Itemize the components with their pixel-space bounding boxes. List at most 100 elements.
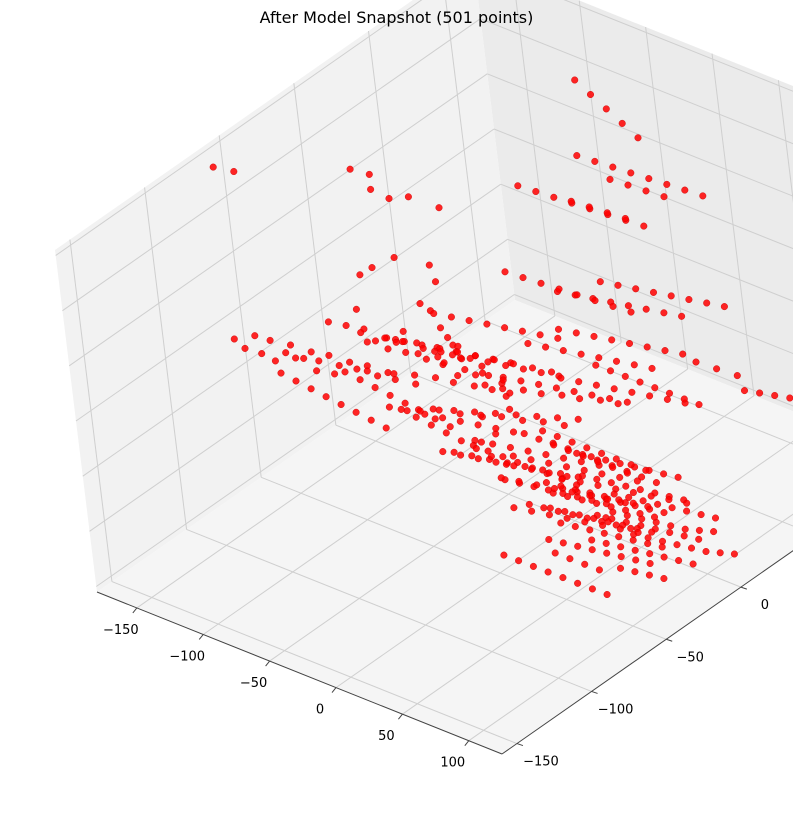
scatter-point	[354, 366, 361, 373]
scatter-point	[417, 408, 424, 415]
scatter-point	[721, 303, 728, 310]
scatter-point	[457, 452, 464, 459]
scatter-point	[267, 337, 274, 344]
scatter-point	[485, 359, 492, 366]
scatter-point	[430, 310, 437, 317]
scatter-point	[500, 453, 507, 460]
scatter-point	[553, 385, 560, 392]
scatter-point	[525, 448, 532, 455]
scatter-point	[308, 349, 315, 356]
scatter-point	[651, 514, 658, 521]
scatter-point	[565, 447, 572, 454]
scatter-point	[498, 413, 505, 420]
scatter-point	[630, 500, 637, 507]
scatter-point	[489, 441, 496, 448]
scatter-point	[519, 417, 526, 424]
scatter-point	[533, 482, 540, 489]
scatter-point	[542, 344, 549, 351]
scatter-point	[557, 470, 564, 477]
scatter-point	[568, 198, 575, 205]
scatter-point	[637, 379, 644, 386]
scatter-point	[625, 302, 632, 309]
scatter-point	[646, 550, 653, 557]
scatter-point	[278, 370, 285, 377]
scatter-point	[641, 223, 648, 230]
scatter-point	[629, 389, 636, 396]
scatter-point	[428, 422, 435, 429]
scatter-point	[475, 422, 482, 429]
scatter-point	[336, 362, 343, 369]
scatter-point	[591, 333, 598, 340]
scatter-point	[382, 335, 389, 342]
y-tick-mark	[666, 639, 672, 641]
scatter-point	[432, 278, 439, 285]
scatter-point	[645, 535, 652, 542]
scatter-point	[632, 547, 639, 554]
scatter-point	[686, 296, 693, 303]
scatter-point	[374, 373, 381, 380]
scatter-point	[603, 550, 610, 557]
scatter-point	[538, 369, 545, 376]
scatter-point	[603, 106, 610, 113]
scatter-point	[436, 407, 443, 414]
scatter-point	[515, 183, 522, 190]
scatter-point	[469, 453, 476, 460]
scatter-point	[543, 451, 550, 458]
scatter-point	[457, 411, 464, 418]
scatter-point	[681, 533, 688, 540]
scatter-point	[372, 338, 379, 345]
scatter-point	[231, 168, 238, 175]
scatter-point	[654, 501, 661, 508]
scatter-point	[405, 194, 412, 201]
scatter-point	[660, 471, 667, 478]
scatter-point	[529, 365, 536, 372]
scatter-point	[569, 439, 576, 446]
scatter-point	[587, 492, 594, 499]
scatter-point	[574, 152, 581, 159]
scatter-point	[357, 376, 364, 383]
scatter-point	[597, 278, 604, 285]
scatter-point	[367, 186, 374, 193]
scatter-point	[210, 164, 217, 171]
scatter-point	[596, 567, 603, 574]
scatter-point	[574, 580, 581, 587]
scatter-point	[682, 526, 689, 533]
scatter-point	[637, 510, 644, 517]
scatter-point	[316, 358, 323, 365]
scatter-point	[415, 350, 422, 357]
scatter-point	[731, 551, 738, 558]
scatter-point	[574, 292, 581, 299]
scatter-point	[543, 479, 550, 486]
scatter-point	[325, 319, 332, 326]
scatter-point	[608, 504, 615, 511]
scatter-point	[734, 372, 741, 379]
scatter-point	[555, 335, 562, 342]
scatter-point	[556, 286, 563, 293]
scatter-point	[437, 325, 444, 332]
scatter-point	[630, 537, 637, 544]
scatter-point	[558, 483, 565, 490]
scatter-point	[622, 507, 629, 514]
x-tick-mark	[332, 688, 336, 693]
scatter-point	[588, 537, 595, 544]
scatter-point	[622, 373, 629, 380]
scatter-point	[695, 536, 702, 543]
scatter-point	[632, 557, 639, 564]
scatter-point	[609, 464, 616, 471]
scatter-point	[545, 460, 552, 467]
scatter-point	[626, 340, 633, 347]
scatter-point	[771, 392, 778, 399]
scatter-point	[484, 321, 491, 328]
scatter-point	[498, 475, 505, 482]
scatter-point	[589, 392, 596, 399]
x-tick-mark	[199, 634, 203, 639]
y-tick-label: −50	[676, 650, 703, 665]
scatter-point	[510, 361, 517, 368]
scatter-point	[627, 525, 634, 532]
scatter-point	[338, 401, 345, 408]
scatter-point	[398, 406, 405, 413]
scatter-point	[616, 474, 623, 481]
scatter-point	[602, 457, 609, 464]
scatter-point	[593, 500, 600, 507]
scatter-point	[630, 489, 637, 496]
